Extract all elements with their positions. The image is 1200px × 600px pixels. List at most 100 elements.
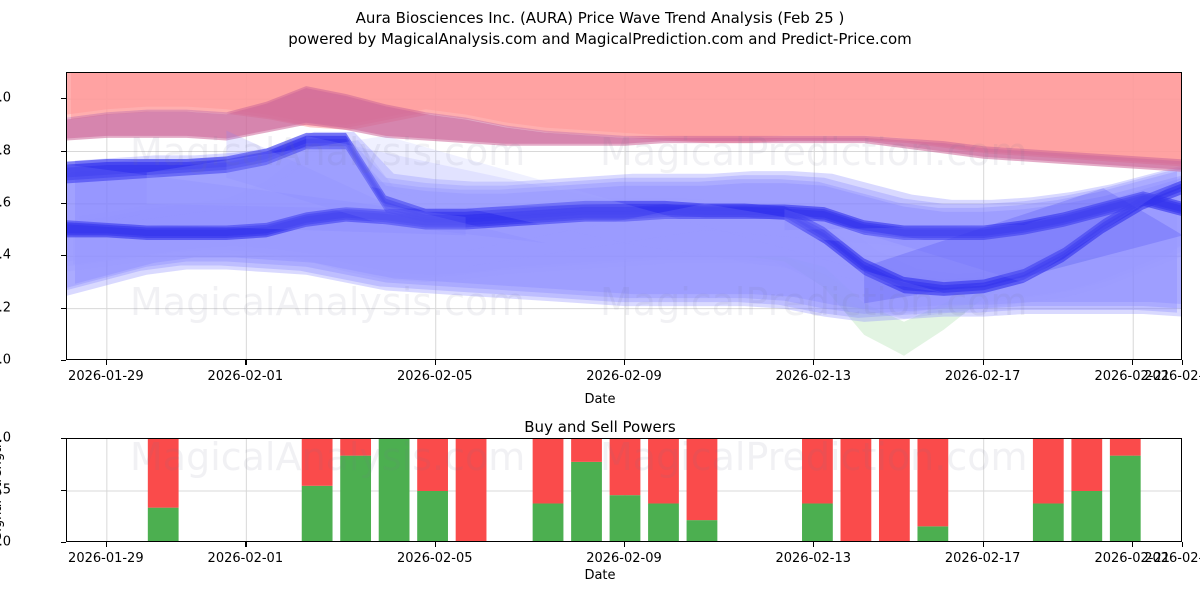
sell-power-bar[interactable] bbox=[340, 439, 372, 456]
signal-x-tick-mark bbox=[434, 542, 436, 547]
signal-bar-group[interactable] bbox=[1032, 439, 1064, 542]
buy-power-bar[interactable] bbox=[340, 455, 372, 542]
signal-bar-group[interactable] bbox=[147, 439, 179, 542]
page-subtitle: powered by MagicalAnalysis.com and Magic… bbox=[288, 30, 912, 48]
price-y-tick-label: 6.0 bbox=[0, 90, 11, 106]
buy-power-bar[interactable] bbox=[532, 503, 564, 542]
buy-power-bar[interactable] bbox=[686, 520, 718, 542]
sell-power-bar[interactable] bbox=[301, 439, 333, 486]
signal-x-tick-mark bbox=[982, 542, 984, 547]
signal-bar-group[interactable] bbox=[878, 439, 910, 542]
price-y-tick-label: 5.4 bbox=[0, 247, 11, 263]
signal-bar-group[interactable] bbox=[340, 439, 372, 542]
price-band-core-trend-lower bbox=[67, 191, 1181, 240]
signal-bar-group[interactable] bbox=[609, 439, 641, 542]
buy-power-bar[interactable] bbox=[917, 526, 949, 542]
price-wave-wedge bbox=[864, 188, 1181, 304]
sell-power-bar[interactable] bbox=[917, 439, 949, 527]
buy-power-bar[interactable] bbox=[571, 461, 602, 542]
buy-power-bar[interactable] bbox=[147, 507, 179, 542]
price-bands-svg bbox=[67, 73, 1181, 359]
signal-x-tick-label: 2026-02-05 bbox=[396, 551, 473, 566]
signal-x-tick-label: 2026-02-01 bbox=[207, 551, 284, 566]
signal-x-tick-mark bbox=[105, 542, 108, 547]
signal-bar-group[interactable] bbox=[417, 439, 448, 542]
price-y-tick-mark bbox=[61, 360, 66, 362]
signal-y-tick-label: 1.0 bbox=[0, 430, 11, 446]
page-title: Aura Biosciences Inc. (AURA) Price Wave … bbox=[355, 9, 845, 27]
price-wave-wedge bbox=[146, 135, 625, 210]
signal-bar-group[interactable] bbox=[686, 439, 718, 542]
sell-power-bar[interactable] bbox=[571, 439, 602, 462]
price-y-tick-label: 5.0 bbox=[0, 352, 11, 368]
buy-power-bar[interactable] bbox=[609, 495, 641, 542]
price-x-tick-mark bbox=[434, 360, 436, 365]
buy-power-bar[interactable] bbox=[1109, 455, 1141, 542]
signal-bar-group[interactable] bbox=[1071, 439, 1103, 542]
price-band-polygon bbox=[73, 149, 1181, 312]
sell-power-bar[interactable] bbox=[417, 439, 448, 491]
signal-y-tick-mark bbox=[61, 542, 66, 544]
buy-power-bar[interactable] bbox=[301, 485, 333, 542]
price-x-tick-mark bbox=[982, 360, 984, 365]
sell-power-bar[interactable] bbox=[1071, 439, 1103, 491]
price-x-tick-mark bbox=[813, 360, 815, 365]
sell-power-bar[interactable] bbox=[648, 439, 679, 504]
price-band-inner-blue-band bbox=[67, 140, 1181, 319]
signal-y-tick-label: 0.0 bbox=[0, 534, 11, 550]
price-band-polygon bbox=[67, 146, 1181, 309]
price-x-tick-mark bbox=[245, 360, 247, 365]
sell-power-bar[interactable] bbox=[147, 439, 179, 508]
sell-power-bar[interactable] bbox=[802, 439, 833, 504]
price-y-tick-mark bbox=[61, 202, 66, 205]
sell-power-bar[interactable] bbox=[686, 439, 718, 521]
price-x-tick-label: 2026-02-09 bbox=[586, 369, 662, 384]
price-band-polygon bbox=[67, 139, 1177, 318]
price-band-polygon bbox=[67, 256, 1181, 356]
signal-chart-plot-area bbox=[66, 438, 1182, 542]
sell-power-bar[interactable] bbox=[878, 439, 910, 542]
price-band-polygon bbox=[67, 156, 1181, 319]
signal-bar-group[interactable] bbox=[1109, 439, 1141, 542]
price-y-tick-label: 5.8 bbox=[0, 143, 11, 159]
sell-power-bar[interactable] bbox=[1032, 439, 1064, 504]
signal-y-tick-label: 0.5 bbox=[0, 482, 11, 498]
signal-bar-group[interactable] bbox=[571, 439, 602, 542]
buy-power-bar[interactable] bbox=[648, 503, 679, 542]
sell-power-bar[interactable] bbox=[1109, 439, 1141, 456]
price-x-axis-label: Date bbox=[584, 392, 616, 407]
sell-power-bar[interactable] bbox=[532, 439, 564, 504]
signal-x-tick-label: 2026-02-13 bbox=[775, 551, 852, 566]
sell-power-bar[interactable] bbox=[609, 439, 641, 496]
buy-power-bar[interactable] bbox=[378, 439, 410, 542]
signal-x-tick-label: 2026-01-29 bbox=[68, 551, 144, 566]
price-x-tick-label: 2026-02-05 bbox=[396, 369, 473, 384]
price-x-tick-mark bbox=[1182, 360, 1184, 365]
signal-bar-group[interactable] bbox=[917, 439, 949, 542]
price-y-tick-mark bbox=[61, 150, 66, 152]
signal-x-tick-mark bbox=[1132, 542, 1134, 547]
signal-bar-group[interactable] bbox=[301, 439, 333, 542]
price-band-polygon bbox=[67, 152, 1173, 315]
price-y-tick-mark bbox=[61, 98, 66, 100]
title-block: Aura Biosciences Inc. (AURA) Price Wave … bbox=[0, 8, 1200, 50]
signal-x-tick-mark bbox=[624, 542, 626, 547]
sell-power-bar[interactable] bbox=[455, 439, 487, 542]
buy-power-bar[interactable] bbox=[1071, 491, 1103, 542]
signal-x-axis-label: Date bbox=[584, 568, 616, 583]
signal-bar-group[interactable] bbox=[455, 439, 487, 542]
signal-bar-group[interactable] bbox=[802, 439, 833, 542]
buy-power-bar[interactable] bbox=[802, 503, 833, 542]
price-y-tick-label: 5.6 bbox=[0, 195, 11, 211]
signal-bar-group[interactable] bbox=[532, 439, 564, 542]
signal-bar-group[interactable] bbox=[378, 439, 410, 542]
buy-power-bar[interactable] bbox=[417, 491, 448, 542]
signal-bar-group[interactable] bbox=[840, 439, 872, 542]
signal-bar-group[interactable] bbox=[648, 439, 679, 542]
price-band-polygon bbox=[67, 135, 1181, 314]
price-y-tick-mark bbox=[61, 255, 66, 257]
signal-y-tick-mark bbox=[61, 490, 66, 492]
sell-power-bar[interactable] bbox=[840, 439, 872, 542]
buy-power-bar[interactable] bbox=[1032, 503, 1064, 542]
price-wave-wedge bbox=[784, 178, 1181, 283]
